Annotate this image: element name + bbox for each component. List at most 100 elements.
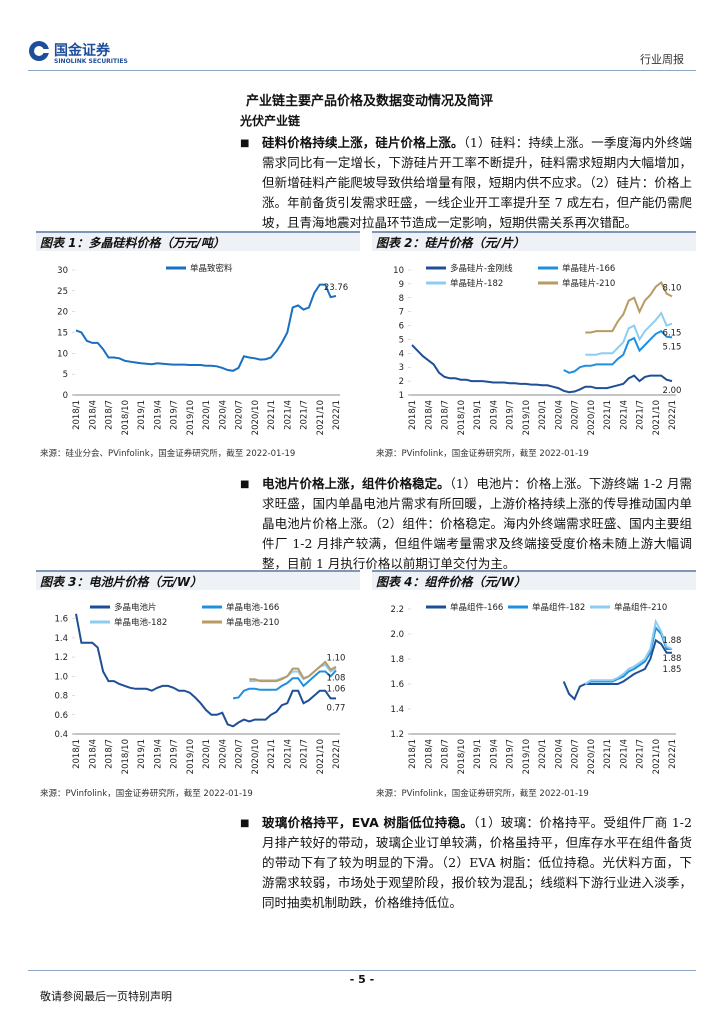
y-tick-label: 5: [63, 370, 68, 380]
subsection: 光伏产业链: [240, 114, 301, 128]
chart-title: 图表 1：多晶硅料价格（万元/吨）: [36, 231, 360, 251]
x-tick-label: 2019/7: [506, 739, 516, 769]
paragraph-body: （1）电池片：价格上涨。下游终端 1-2 月需求旺盛，国内单晶电池片需求有所回暖…: [262, 476, 692, 571]
x-tick-label: 2020/7: [571, 739, 581, 769]
x-tick-label: 2022/1: [668, 739, 678, 769]
y-tick-label: 1.8: [390, 655, 404, 665]
legend-label: 单晶组件-182: [532, 602, 585, 613]
paragraph: 电池片价格上涨，组件价格稳定。（1）电池片：价格上涨。下游终端 1-2 月需求旺…: [262, 474, 692, 574]
data-label: 1.10: [327, 654, 346, 664]
chart-source: 来源：PVinfolink，国金证券研究所，截至 2022-01-19: [376, 449, 589, 459]
chart-source: 来源：PVinfolink，国金证券研究所，截至 2022-01-19: [376, 789, 589, 799]
y-tick-label: 20: [57, 308, 68, 318]
x-tick-label: 2019/10: [522, 400, 532, 435]
x-tick-label: 2019/10: [186, 400, 196, 435]
paragraph-lead: 玻璃价格持平，EVA 树脂低位持稳。: [262, 815, 474, 830]
data-label: 1.88: [663, 636, 682, 646]
y-tick-label: 1.6: [390, 680, 404, 690]
y-tick-label: 2: [399, 377, 404, 387]
legend-label: 单晶硅片-210: [562, 278, 615, 289]
y-tick-label: 7: [399, 308, 404, 318]
legend-label: 多晶硅片-金刚线: [450, 263, 513, 274]
series-line: [563, 329, 673, 374]
y-tick-label: 0.6: [54, 711, 68, 721]
chart: 1.2 1.4 1.6 1.8 2.0 2.2 2018/1 2018/4 2018/7 2018…: [390, 602, 682, 774]
x-tick-label: 2018/7: [441, 400, 451, 430]
x-tick-label: 2020/10: [251, 400, 261, 435]
chart-title: 图表 2：硅片价格（元/片）: [372, 231, 696, 251]
x-tick-label: 2019/1: [473, 400, 483, 430]
x-tick-label: 2020/1: [202, 739, 212, 769]
data-label: 1.88: [663, 654, 682, 664]
legend-label: 单晶硅片-166: [562, 263, 615, 274]
x-tick-label: 2021/4: [283, 400, 293, 430]
company-name: 国金证券: [54, 43, 110, 59]
paragraph: 硅料价格持续上涨，硅片价格上涨。（1）硅料：持续上涨。一季度海内外终端需求同比有…: [262, 133, 692, 233]
chart: 0.4 0.6 0.8 1.0 1.2 1.4 1.6 2018/1 2018/4 2018/7 2…: [54, 602, 346, 774]
x-tick-label: 2018/7: [105, 739, 115, 769]
x-tick-label: 2022/1: [332, 400, 342, 430]
company-name-en: SINOLINK SECURITIES: [54, 58, 128, 65]
y-tick-label: 6: [399, 322, 404, 332]
legend-label: 单晶组件-210: [614, 602, 667, 613]
series-line: [75, 613, 336, 728]
x-tick-label: 2018/4: [424, 739, 434, 769]
x-tick-label: 2018/1: [72, 739, 82, 769]
x-tick-label: 2020/7: [571, 400, 581, 430]
page-number: - 5 -: [349, 973, 375, 986]
x-tick-label: 2022/1: [332, 739, 342, 769]
data-label: 6.15: [663, 328, 682, 338]
x-tick-label: 2019/7: [170, 400, 180, 430]
x-tick-label: 2018/1: [408, 739, 418, 769]
x-tick-label: 2018/4: [424, 400, 434, 430]
x-tick-label: 2019/10: [522, 739, 532, 774]
x-tick-label: 2018/1: [408, 400, 418, 430]
y-tick-label: 2.2: [390, 605, 404, 615]
chart: 0 5 10 15 20 25 30 2018/1 2018/4 2018/7 2018/10 201…: [57, 263, 348, 435]
y-tick-label: 1.6: [54, 615, 68, 625]
x-tick-label: 2018/10: [121, 739, 131, 774]
x-tick-label: 2021/7: [300, 400, 310, 430]
data-label: 1.06: [327, 685, 346, 695]
y-tick-label: 0.8: [54, 692, 68, 702]
y-tick-label: 3: [399, 363, 404, 373]
x-tick-label: 2021/10: [652, 739, 662, 774]
x-tick-label: 2020/10: [587, 739, 597, 774]
paragraph-lead: 电池片价格上涨，组件价格稳定。: [262, 476, 450, 491]
x-tick-label: 2019/1: [137, 739, 147, 769]
x-tick-label: 2019/10: [186, 739, 196, 774]
legend-label: 单晶致密料: [190, 263, 233, 274]
x-tick-label: 2020/1: [538, 400, 548, 430]
series-line: [584, 618, 673, 685]
data-label: 5.15: [663, 342, 682, 352]
y-tick-label: 4: [399, 349, 404, 359]
series-line: [75, 283, 337, 372]
y-tick-label: 2.0: [390, 630, 404, 640]
x-tick-label: 2018/7: [105, 400, 115, 430]
legend-label: 单晶硅片-182: [450, 278, 503, 289]
data-label: 2.00: [663, 386, 682, 396]
x-tick-label: 2018/4: [88, 739, 98, 769]
data-label: 1.85: [663, 665, 682, 675]
x-tick-label: 2019/4: [153, 400, 163, 430]
data-label: 23.76: [324, 283, 348, 293]
x-tick-label: 2021/7: [300, 739, 310, 769]
chart-title: 图表 3：电池片价格（元/W）: [36, 570, 360, 590]
x-tick-label: 2020/7: [235, 400, 245, 430]
paragraph-body: （1）玻璃：价格持平。受组件厂商 1-2 月排产较好的带动，玻璃企业订单较满，价…: [262, 815, 692, 910]
y-tick-label: 1.4: [390, 705, 404, 715]
x-tick-label: 2020/4: [218, 400, 228, 430]
legend-label: 单晶电池-182: [114, 617, 167, 628]
x-tick-label: 2021/10: [316, 400, 326, 435]
section-title: 产业链主要产品价格及数据变动情况及简评: [246, 94, 494, 109]
data-label: 0.77: [327, 703, 346, 713]
x-tick-label: 2020/7: [235, 739, 245, 769]
y-tick-label: 0.4: [54, 730, 68, 740]
footer-rule: [28, 970, 696, 971]
x-tick-label: 2020/4: [554, 400, 564, 430]
x-tick-label: 2019/4: [153, 739, 163, 769]
y-tick-label: 25: [57, 287, 68, 297]
x-tick-label: 2019/1: [473, 739, 483, 769]
y-tick-label: 1.4: [54, 634, 68, 644]
series-line: [562, 638, 672, 701]
